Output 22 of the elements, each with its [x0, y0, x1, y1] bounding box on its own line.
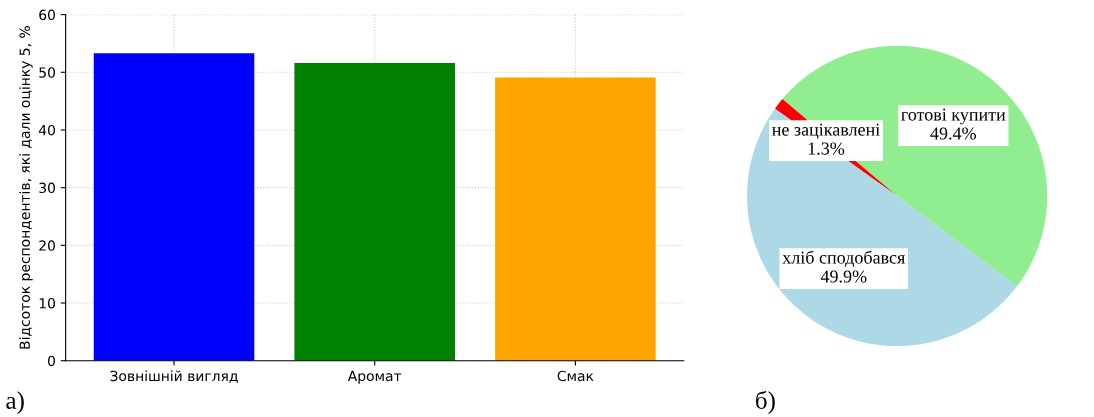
- x-tick-label: Аромат: [347, 370, 402, 384]
- data-label: 49.9%: [820, 270, 867, 283]
- y-tick-label: 40: [38, 124, 55, 136]
- y-tick-label: 30: [39, 182, 55, 194]
- slice-label: хліб сподобався: [782, 250, 905, 268]
- y-tick-label: 20: [39, 240, 55, 251]
- text: б): [756, 390, 775, 414]
- data-label: 49.4%: [930, 127, 976, 140]
- y-tick-label: 60: [39, 9, 55, 21]
- bar: [294, 63, 455, 361]
- y-tick-label: 10: [39, 297, 55, 309]
- data-label: 1.3%: [808, 142, 845, 155]
- y-tick-label: 50: [39, 67, 55, 78]
- y-axis-title: Відсоток респондентів, які дали оцінку 5, %: [19, 26, 33, 349]
- bar: [93, 53, 255, 361]
- y-tick-label: 0: [48, 355, 55, 367]
- x-tick-label: Смак: [557, 370, 594, 382]
- text: а): [6, 391, 24, 414]
- bar: [495, 77, 656, 361]
- slice-label: готові купити: [901, 108, 1006, 125]
- slice-label: не зацікавлені: [772, 123, 880, 140]
- x-tick-label: Зовнішній вигляд: [110, 370, 238, 383]
